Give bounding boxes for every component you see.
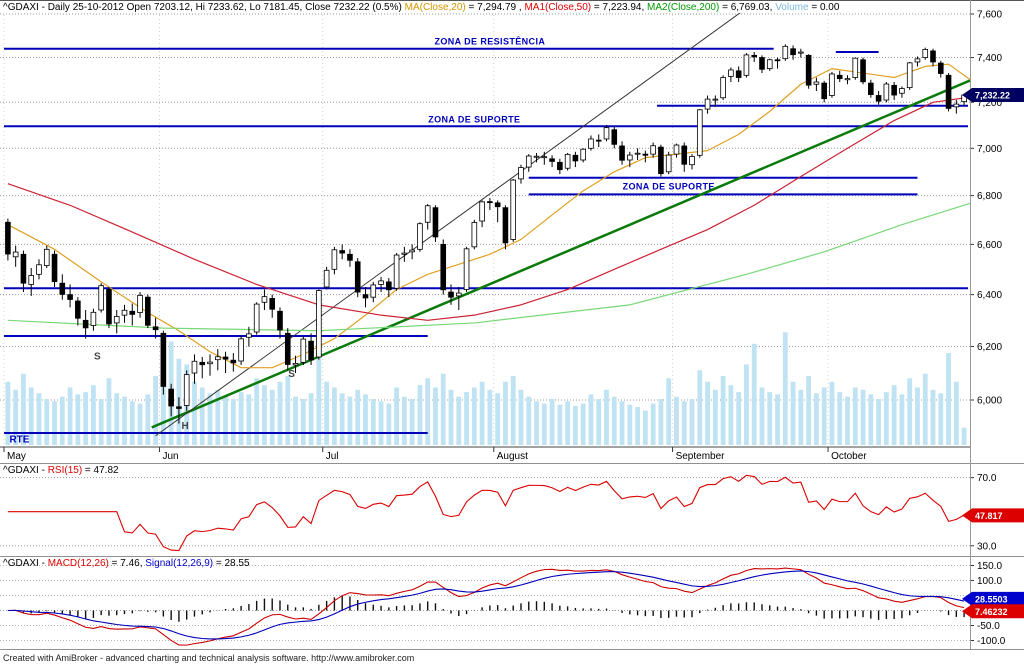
svg-text:H: H [182,421,189,432]
amibroker-link[interactable]: http://www.amibroker.com [311,653,415,663]
svg-text:October: October [831,451,867,462]
svg-text:September: September [676,451,726,462]
svg-text:Jul: Jul [326,451,339,462]
price-pane: ZONA DE RESISTÊNCIA ZONA DE SUPORTE ZONA D… [4,13,970,446]
svg-text:28.5503: 28.5503 [975,594,1008,604]
ma200-line [7,202,970,332]
macd-value-box: 7.46232 [962,604,1024,619]
uptrend-channel-line [155,13,741,437]
svg-text:August: August [497,451,528,462]
rsi-pane [7,474,965,552]
svg-text:ZONA DE SUPORTE: ZONA DE SUPORTE [428,114,520,124]
rsi-line [7,474,965,552]
svg-text:RTE: RTE [9,435,29,446]
svg-text:ZONA DE SUPORTE: ZONA DE SUPORTE [623,182,715,192]
rsi-value-box: 47.817 [962,508,1024,523]
svg-text:7,000: 7,000 [977,144,1002,155]
svg-text:-50.0: -50.0 [977,621,1000,632]
svg-text:7,200: 7,200 [977,98,1002,109]
svg-text:S: S [288,369,295,380]
svg-text:6,400: 6,400 [977,290,1002,301]
svg-text:May: May [7,451,26,462]
svg-text:-100.0: -100.0 [977,636,1006,647]
svg-text:ZONA DE RESISTÊNCIA: ZONA DE RESISTÊNCIA [434,36,545,47]
price-gridlines: 7,600 7,400 7,200 7,000 6,800 6,600 6,400 6,200… [0,10,1002,462]
svg-text:150.0: 150.0 [977,561,1002,572]
footer-credit: Created with AmiBroker - advanced charti… [3,653,414,663]
svg-text:47.817: 47.817 [975,511,1003,521]
ma50-line [7,96,970,321]
svg-text:7,600: 7,600 [977,10,1002,21]
svg-text:6,000: 6,000 [977,396,1002,407]
last-price-box: 7,232.22 [962,87,1024,102]
macd-pane [7,567,965,646]
footer-text: Created with AmiBroker - advanced charti… [3,653,312,663]
macd-line [7,567,965,646]
svg-text:7,232.22: 7,232.22 [975,90,1010,100]
svg-text:7,400: 7,400 [977,53,1002,64]
svg-text:6,800: 6,800 [977,191,1002,202]
svg-text:100.0: 100.0 [977,576,1002,587]
svg-text:Jun: Jun [162,451,178,462]
svg-text:S: S [94,352,101,363]
candlesticks [5,44,967,424]
signal-value-box: 28.5503 [962,591,1024,606]
svg-text:30.0: 30.0 [977,541,997,552]
macd-signal-line [7,570,965,640]
ma20-line [7,63,970,369]
uptrend-major-line [151,79,970,429]
svg-text:7.46232: 7.46232 [975,607,1008,617]
svg-text:70.0: 70.0 [977,473,997,484]
svg-text:6,600: 6,600 [977,240,1002,251]
svg-text:6,200: 6,200 [977,342,1002,353]
